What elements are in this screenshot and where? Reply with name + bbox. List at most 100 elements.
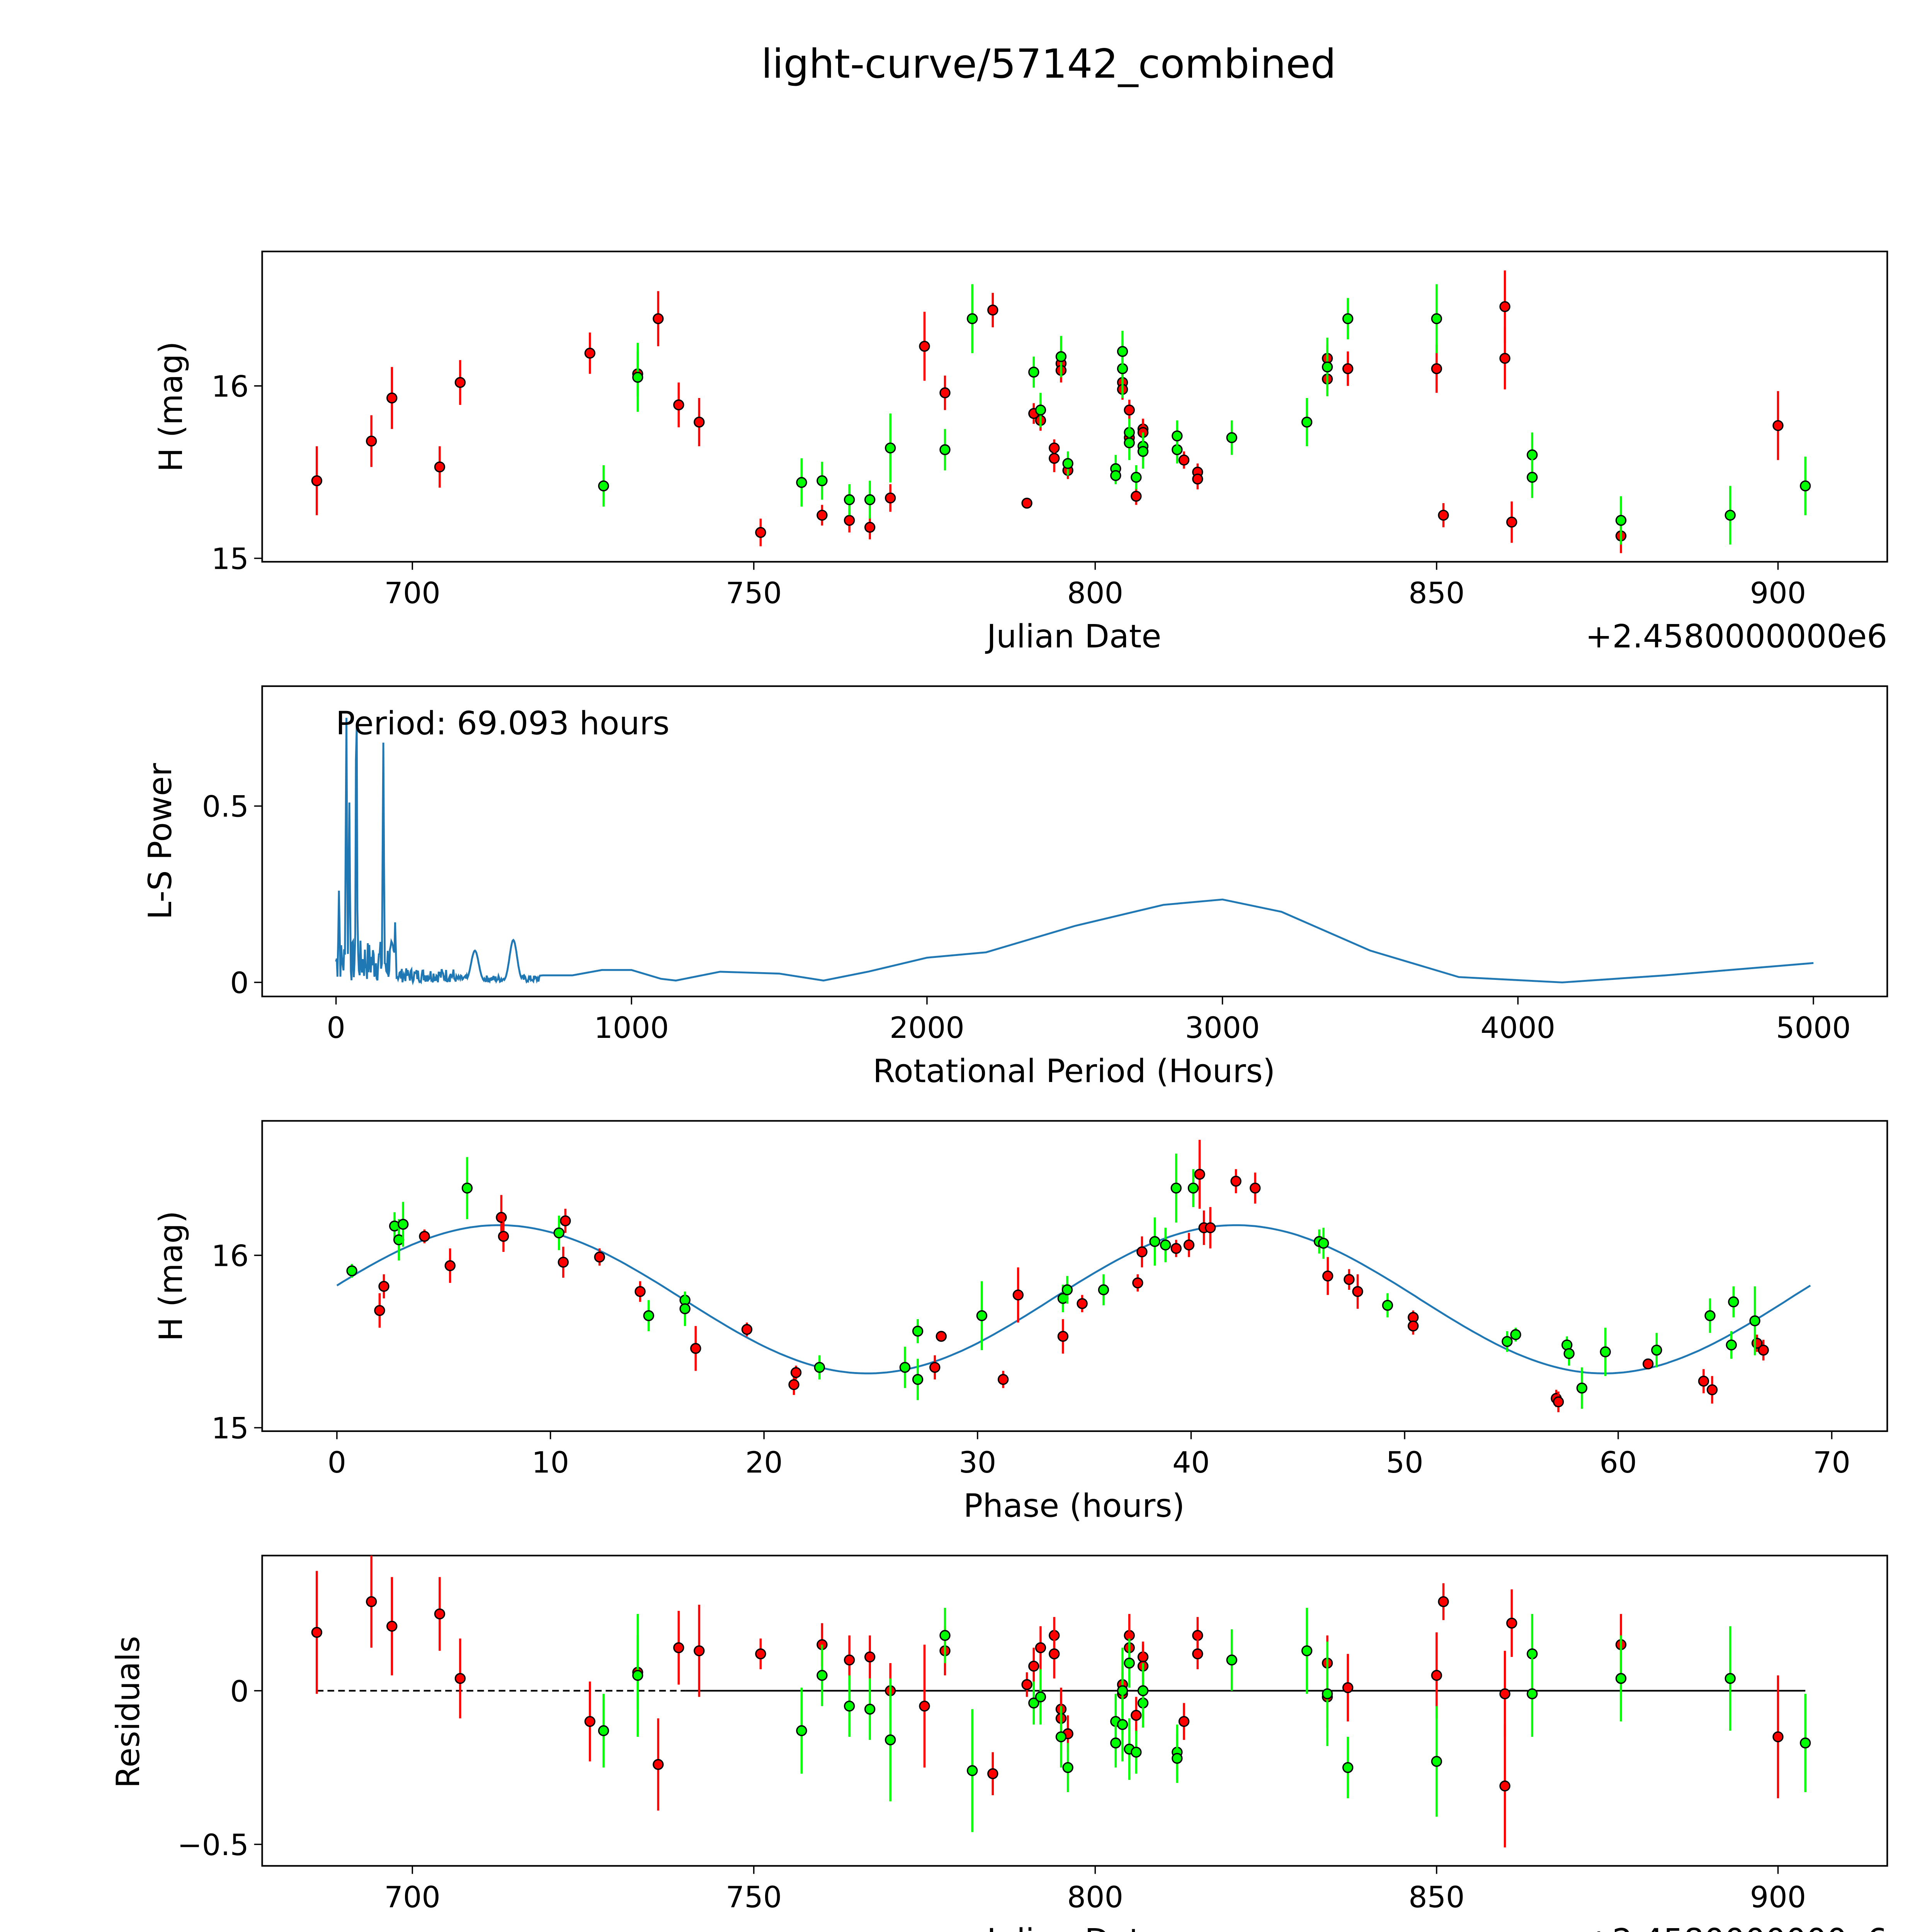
- phased-point-red: [1643, 1358, 1654, 1370]
- light-curve-point-green: [1055, 351, 1067, 362]
- phased-point-red: [1077, 1298, 1088, 1309]
- light-curve-point-red: [1506, 517, 1517, 528]
- light-curve-point-green: [1110, 470, 1121, 481]
- phased-point-green: [1149, 1236, 1160, 1247]
- light-curve-point-green: [1615, 515, 1627, 526]
- light-curve-xtick-label: 850: [1408, 576, 1464, 610]
- light-curve-point-red: [816, 510, 828, 521]
- periodogram-xtick-label: 2000: [889, 1010, 964, 1045]
- residuals-point-red: [987, 1768, 998, 1779]
- residuals-point-red: [1342, 1682, 1354, 1693]
- residuals-point-green: [1028, 1697, 1039, 1709]
- phased-point-green: [1170, 1182, 1182, 1194]
- phased-xtick-label: 70: [1813, 1445, 1850, 1480]
- light-curve-point-red: [755, 527, 766, 538]
- light-curve-point-green: [1301, 417, 1313, 428]
- residuals-point-red: [454, 1673, 466, 1684]
- light-curve-point-green: [1131, 472, 1142, 483]
- light-curve-point-red: [653, 313, 664, 324]
- phased-ylabel: H (mag): [152, 1211, 190, 1341]
- periodogram-xtick-label: 5000: [1776, 1010, 1851, 1045]
- light-curve-point-green: [1124, 437, 1135, 449]
- phased-point-red: [1230, 1175, 1242, 1187]
- light-curve-point-green: [816, 475, 828, 486]
- light-curve-xtick-label: 900: [1750, 576, 1806, 610]
- residuals-point-red: [673, 1642, 684, 1653]
- residuals-point-green: [1342, 1762, 1354, 1773]
- light-curve-point-red: [1192, 473, 1203, 485]
- periodogram-xlabel: Rotational Period (Hours): [873, 1052, 1275, 1090]
- residuals-point-green: [967, 1765, 978, 1776]
- phased-point-red: [1183, 1239, 1195, 1251]
- residuals-point-green: [1035, 1691, 1046, 1702]
- residuals-point-green: [844, 1701, 855, 1712]
- light-curve-ylabel: H (mag): [152, 341, 190, 472]
- residuals-xtick-label: 750: [726, 1880, 782, 1914]
- phased-point-red: [419, 1231, 430, 1242]
- periodogram-ytick-label: 0.5: [202, 789, 249, 824]
- light-curve-point-green: [844, 494, 855, 505]
- light-curve-point-red: [885, 492, 896, 503]
- light-curve-point-green: [1117, 346, 1128, 357]
- light-curve-point-green: [939, 444, 951, 456]
- residuals-frame: [261, 1554, 1888, 1867]
- light-curve-point-red: [1131, 491, 1142, 502]
- light-curve-point-green: [1226, 432, 1237, 443]
- light-curve-point-red: [584, 347, 595, 359]
- residuals-point-green: [1301, 1645, 1313, 1656]
- periodogram-ylabel: L-S Power: [141, 763, 179, 920]
- residuals-point-red: [1438, 1596, 1449, 1607]
- phased-point-red: [1553, 1396, 1564, 1408]
- residuals-point-red: [1049, 1648, 1060, 1660]
- residuals-point-red: [366, 1596, 377, 1607]
- light-curve-point-red: [1772, 420, 1784, 431]
- light-curve-point-red: [311, 475, 323, 486]
- light-curve-point-red: [864, 522, 876, 533]
- light-curve-xtick-label: 800: [1067, 576, 1123, 610]
- residuals-point-red: [1499, 1780, 1510, 1792]
- phased-point-green: [1728, 1296, 1739, 1308]
- light-curve-xtick-label: 750: [726, 576, 782, 610]
- light-curve-point-red: [939, 387, 951, 398]
- light-curve-point-red: [454, 377, 466, 388]
- light-curve-point-red: [1431, 363, 1442, 374]
- phased-panel: 0 10 20 30 40 50 60 70 15 16: [211, 1120, 1888, 1480]
- residuals-point-red: [755, 1648, 766, 1660]
- phased-point-red: [1408, 1320, 1419, 1332]
- phased-point-green: [398, 1219, 409, 1230]
- phased-fit-curve: [336, 1224, 1811, 1374]
- phased-point-green: [553, 1227, 565, 1238]
- light-curve-point-red: [694, 417, 705, 428]
- phased-point-green: [814, 1362, 825, 1373]
- light-curve-panel: 700 750 800 850 900 15 16: [211, 250, 1888, 610]
- phased-point-red: [690, 1343, 701, 1354]
- phased-point-red: [1194, 1168, 1205, 1180]
- residuals-xtick-label: 700: [384, 1880, 440, 1914]
- light-curve-ytick-label: 16: [211, 369, 249, 403]
- phased-point-red: [594, 1252, 605, 1263]
- periodogram-xtick-label: 4000: [1480, 1010, 1555, 1045]
- residuals-point-red: [1028, 1660, 1039, 1672]
- phased-point-red: [998, 1374, 1009, 1385]
- phased-xtick-label: 30: [959, 1445, 996, 1480]
- light-curve-point-red: [919, 340, 930, 352]
- residuals-point-red: [653, 1759, 664, 1770]
- phased-point-red: [1170, 1243, 1182, 1254]
- light-curve-point-red: [386, 392, 398, 404]
- residuals-point-red: [1131, 1710, 1142, 1721]
- phased-xtick-label: 40: [1172, 1445, 1210, 1480]
- phased-point-red: [1758, 1344, 1769, 1356]
- phased-point-green: [1704, 1310, 1716, 1321]
- phased-xtick-label: 0: [328, 1445, 346, 1480]
- residuals-point-red: [434, 1608, 446, 1620]
- light-curve-point-red: [1021, 497, 1032, 509]
- phased-xtick-label: 20: [745, 1445, 783, 1480]
- light-curve-point-green: [885, 442, 896, 454]
- light-curve-point-red: [434, 461, 446, 473]
- light-curve-point-green: [632, 372, 643, 383]
- light-curve-point-green: [1035, 405, 1046, 416]
- residuals-point-green: [816, 1670, 828, 1681]
- phased-point-red: [1352, 1286, 1363, 1297]
- light-curve-point-green: [1172, 430, 1183, 442]
- phased-point-green: [1576, 1383, 1588, 1394]
